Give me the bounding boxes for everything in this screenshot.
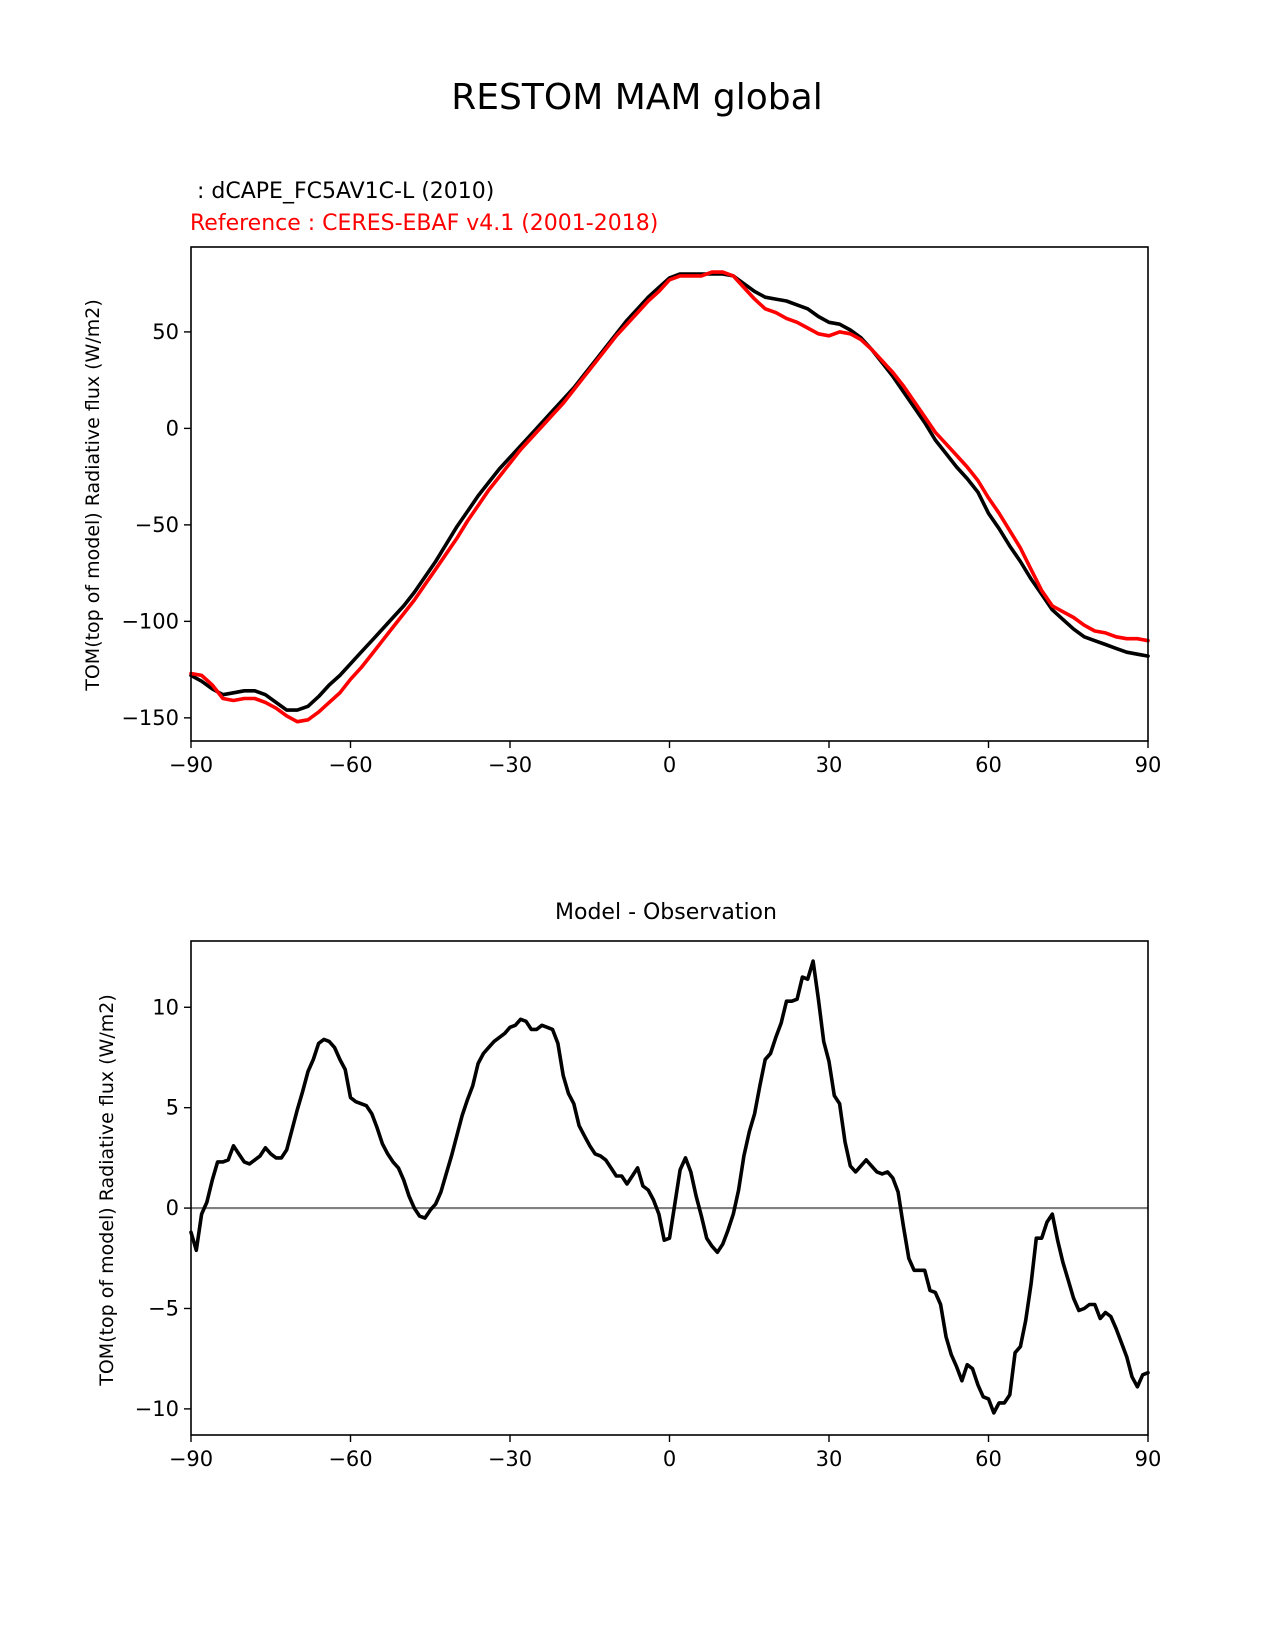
y-tick-label: 50	[152, 320, 179, 344]
top-plot-area: −90 −60 −30 0 30 60 90 −150 −100 −50 0 50	[121, 246, 1162, 777]
x-tick-label: −30	[488, 1447, 532, 1471]
x-tick-label: −60	[328, 753, 372, 777]
x-tick-label: 30	[816, 1447, 843, 1471]
y-tick-label: −50	[135, 513, 179, 537]
reference-series-line	[189, 270, 1150, 724]
bottom-panel-title: Model - Observation	[555, 900, 777, 925]
y-tick-label: 0	[166, 416, 179, 440]
x-tick-label: 90	[1135, 753, 1162, 777]
top-y-axis-label: TOM(top of model) Radiative flux (W/m2)	[82, 299, 104, 692]
axes-frame	[190, 246, 1149, 742]
y-tick-label: 10	[152, 995, 179, 1019]
y-tick-label: −150	[121, 706, 179, 730]
bottom-plot-area: −90 −60 −30 0 30 60 90 −10 −5 0 5 10	[135, 940, 1162, 1471]
model-series-line	[189, 272, 1150, 712]
x-tick-label: 30	[816, 753, 843, 777]
x-tick-label: 0	[663, 1447, 676, 1471]
y-tick-label: −5	[148, 1296, 179, 1320]
x-tick-label: 60	[975, 1447, 1002, 1471]
x-tick-label: −90	[169, 1447, 213, 1471]
x-tick-label: −30	[488, 753, 532, 777]
y-tick-label: −100	[121, 609, 179, 633]
figure-title: RESTOM MAM global	[451, 77, 822, 118]
bottom-y-axis-label: TOM(top of model) Radiative flux (W/m2)	[96, 994, 118, 1387]
x-tick-label: 0	[663, 753, 676, 777]
top-panel: : dCAPE_FC5AV1C-L (2010) Reference : CER…	[82, 179, 1161, 777]
x-tick-label: 90	[1135, 1447, 1162, 1471]
model-label: : dCAPE_FC5AV1C-L (2010)	[190, 179, 494, 204]
x-tick-label: −60	[328, 1447, 372, 1471]
reference-label: Reference : CERES-EBAF v4.1 (2001-2018)	[190, 211, 658, 236]
y-tick-label: 0	[166, 1196, 179, 1220]
bottom-panel: Model - Observation TOM(top of model) Ra…	[96, 900, 1161, 1471]
difference-series-line	[189, 959, 1150, 1415]
axes-frame	[190, 940, 1149, 1436]
x-tick-label: −90	[169, 753, 213, 777]
y-tick-label: −10	[135, 1397, 179, 1421]
x-tick-label: 60	[975, 753, 1002, 777]
y-tick-label: 5	[166, 1096, 179, 1120]
